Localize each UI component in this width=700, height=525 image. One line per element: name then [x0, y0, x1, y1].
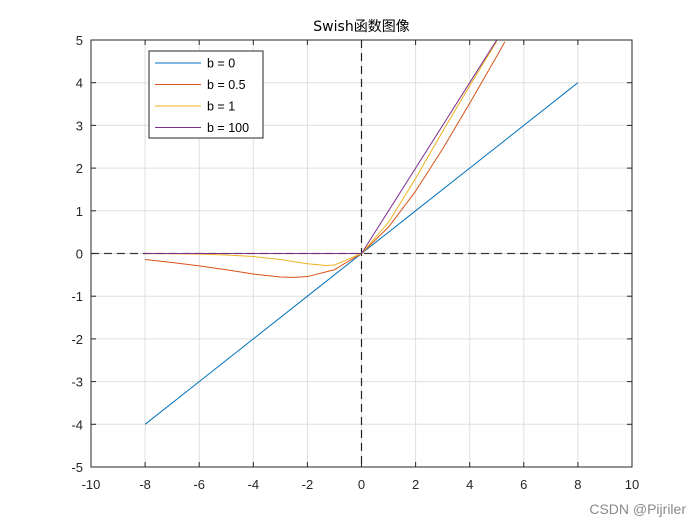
x-tick-label: -4 — [248, 477, 260, 492]
series-line-4 — [145, 40, 498, 254]
y-tick-label: 1 — [76, 204, 83, 219]
y-tick-label: 2 — [76, 161, 83, 176]
y-tick-label: 4 — [76, 76, 83, 91]
x-tick-label: -8 — [139, 477, 151, 492]
legend: b = 0 b = 0.5 b = 1 b = 100 — [148, 50, 264, 139]
x-tick-label: 2 — [412, 477, 419, 492]
legend-label-4: b = 100 — [207, 121, 249, 135]
x-tick-label: 8 — [574, 477, 581, 492]
series-line-2 — [145, 41, 506, 278]
x-tick-label: 4 — [466, 477, 473, 492]
y-tick-label: -3 — [71, 375, 83, 390]
y-tick-label: 0 — [76, 247, 83, 262]
series-line-3 — [145, 41, 498, 266]
x-tick-label: -2 — [302, 477, 314, 492]
x-tick-label: 10 — [625, 477, 639, 492]
watermark: CSDN @Pijriler — [589, 501, 686, 517]
legend-box — [148, 50, 264, 139]
ticks — [90, 39, 633, 468]
y-tick-label: -1 — [71, 289, 83, 304]
x-tick-label: 6 — [520, 477, 527, 492]
legend-label-3: b = 1 — [207, 100, 235, 114]
legend-label-1: b = 0 — [207, 57, 235, 71]
y-tick-label: -5 — [71, 460, 83, 475]
x-tick-label: -6 — [193, 477, 205, 492]
y-tick-label: -4 — [71, 417, 83, 432]
x-tick-label: -10 — [82, 477, 101, 492]
y-tick-label: 3 — [76, 118, 83, 133]
series-lines — [144, 40, 579, 425]
y-tick-label: -2 — [71, 332, 83, 347]
chart-title: Swish函数图像 — [313, 19, 409, 35]
x-tick-label: 0 — [358, 477, 365, 492]
legend-label-2: b = 0.5 — [207, 78, 246, 92]
y-tick-label: 5 — [76, 33, 83, 48]
